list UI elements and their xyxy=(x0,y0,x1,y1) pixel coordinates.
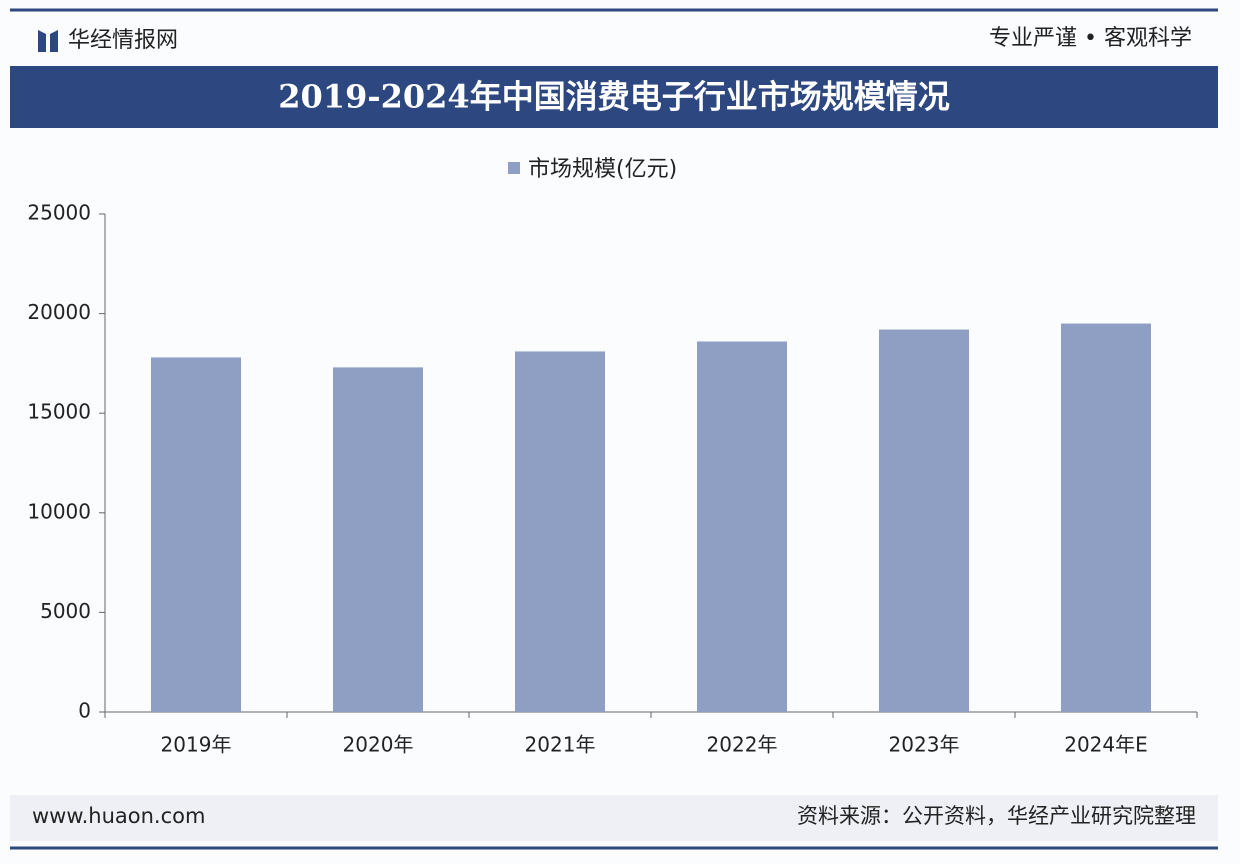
bar xyxy=(333,367,423,712)
bar xyxy=(697,341,787,712)
bar xyxy=(515,351,605,712)
footer-source: 资料来源：公开资料，华经产业研究院整理 xyxy=(797,804,1196,828)
y-tick-label: 25000 xyxy=(27,201,91,225)
y-tick-label: 20000 xyxy=(27,300,91,324)
bar xyxy=(1061,323,1151,712)
y-tick-label: 0 xyxy=(78,699,91,723)
chart-title: 2019-2024年中国消费电子行业市场规模情况 xyxy=(278,78,949,116)
bar xyxy=(151,357,241,712)
y-tick-label: 5000 xyxy=(40,599,91,623)
slogan: 专业严谨 • 客观科学 xyxy=(989,26,1192,51)
logo xyxy=(38,30,58,52)
legend-label: 市场规模(亿元) xyxy=(528,157,677,182)
x-tick-label: 2022年 xyxy=(707,733,778,757)
y-tick-label: 15000 xyxy=(27,400,91,424)
bar xyxy=(879,329,969,712)
brand: 华经情报网 xyxy=(68,28,178,53)
y-tick-label: 10000 xyxy=(27,499,91,523)
footer-url: www.huaon.com xyxy=(32,804,205,828)
x-tick-label: 2021年 xyxy=(525,733,596,757)
footer-band xyxy=(10,795,1218,841)
legend-swatch xyxy=(508,162,520,174)
title-bar xyxy=(10,66,1218,128)
x-tick-label: 2024年E xyxy=(1064,733,1148,757)
x-tick-label: 2020年 xyxy=(343,733,414,757)
x-tick-label: 2019年 xyxy=(161,733,232,757)
x-tick-label: 2023年 xyxy=(889,733,960,757)
